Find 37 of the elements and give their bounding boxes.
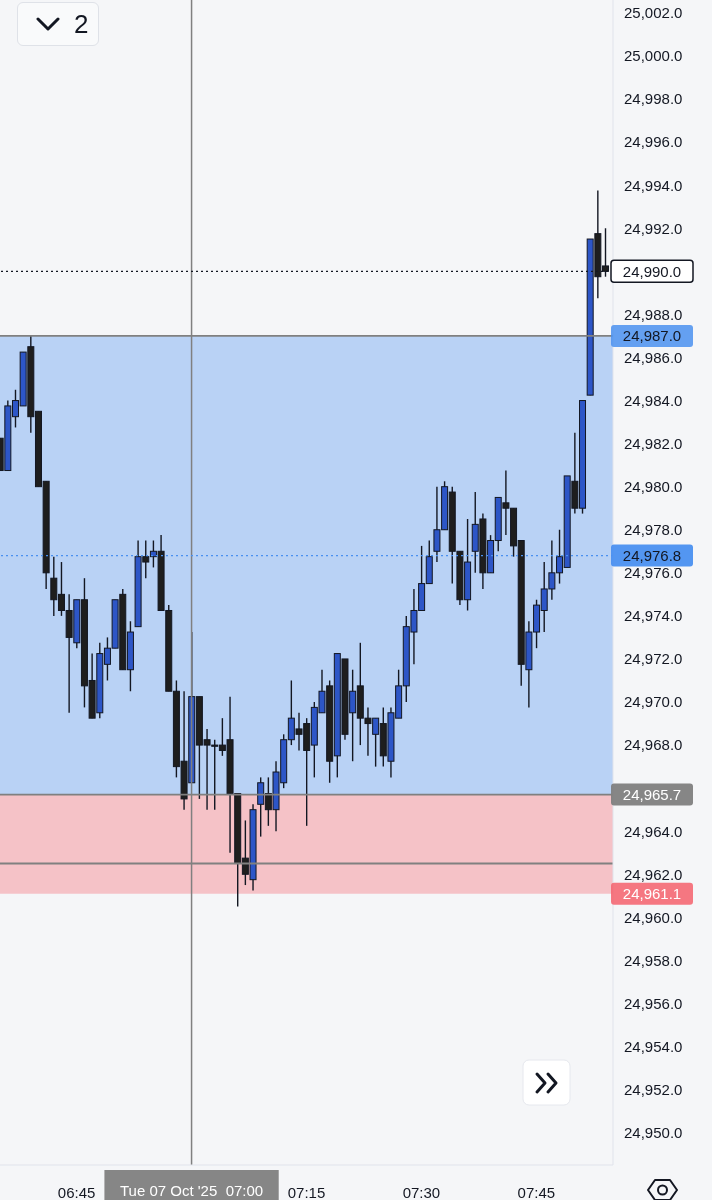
y-tick-label: 24,958.0 [624, 951, 683, 969]
annotation: 2 [74, 9, 89, 39]
x-tick-label: 07:30 [402, 1183, 441, 1200]
x-tick-label: 07:45 [517, 1183, 556, 1200]
y-tick-label: 24,968.0 [624, 736, 683, 754]
band-label: 24,961.1 [622, 885, 682, 903]
y-tick-label: 24,954.0 [624, 1037, 683, 1055]
y-tick-label: 24,964.0 [624, 822, 683, 840]
ref-line-label: Tue 07 Oct '25 07:00 [119, 1181, 264, 1199]
y-tick-label: 25,000.0 [624, 47, 683, 65]
y-tick-label: 24,972.0 [624, 650, 683, 668]
toggle-button: 2 [17, 2, 99, 46]
y-tick-label: 24,950.0 [624, 1124, 683, 1142]
y-tick-label: 24,952.0 [624, 1080, 683, 1098]
y-tick-label: 24,960.0 [624, 908, 683, 926]
ref-line-label: 24,965.7 [622, 786, 682, 804]
x-tick-label: 07:15 [287, 1183, 326, 1200]
y-tick-label: 24,992.0 [624, 219, 683, 237]
x-tick-label: 06:45 [57, 1183, 96, 1200]
y-tick-label: 24,994.0 [624, 176, 683, 194]
y-tick-label: 24,996.0 [624, 133, 683, 151]
y-tick-label: 24,970.0 [624, 693, 683, 711]
y-tick-label: 24,988.0 [624, 305, 683, 323]
y-tick-label: 24,982.0 [624, 434, 683, 452]
y-tick-label: 24,974.0 [624, 607, 683, 625]
y-tick-label: 24,978.0 [624, 521, 683, 539]
ref-line-label: 24,976.8 [622, 547, 682, 565]
y-tick-label: 24,986.0 [624, 348, 683, 366]
y-tick-label: 24,956.0 [624, 994, 683, 1012]
ref-line-label: 24,990.0 [622, 262, 682, 280]
y-tick-label: 24,998.0 [624, 90, 683, 108]
band-label: 24,987.0 [622, 327, 682, 345]
y-tick-label: 25,002.0 [624, 4, 683, 22]
y-tick-label: 24,984.0 [624, 391, 683, 409]
y-tick-label: 24,976.0 [624, 564, 683, 582]
y-tick-label: 24,962.0 [624, 865, 683, 883]
y-tick-label: 24,980.0 [624, 478, 683, 495]
